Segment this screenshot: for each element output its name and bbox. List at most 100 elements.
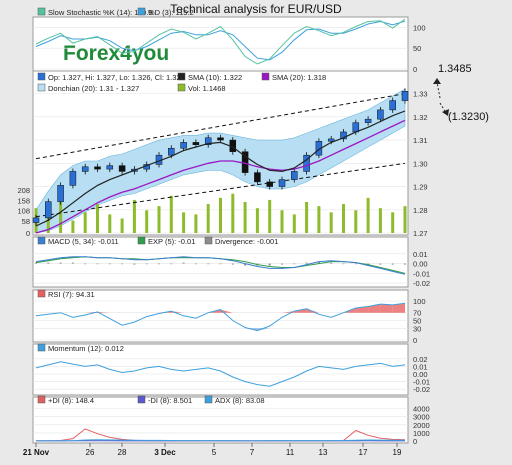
divergence-bar <box>35 262 37 264</box>
y-tick-label: 1.33 <box>413 90 428 99</box>
legend-swatch <box>37 395 46 404</box>
y-tick-label: 1.30 <box>413 159 428 168</box>
volume-bar <box>71 220 75 233</box>
y-tick-label: 0 <box>413 437 417 446</box>
y-tick-label: 50 <box>413 44 421 53</box>
legend-swatch <box>37 83 46 92</box>
adx-line <box>35 439 406 442</box>
volume-bar <box>378 208 382 233</box>
volume-bar <box>59 201 63 233</box>
volume-bar <box>206 204 210 233</box>
candle <box>81 166 89 172</box>
candle <box>340 131 347 140</box>
divergence-bar <box>158 263 160 265</box>
rsi-line <box>35 302 406 332</box>
volume-bar <box>182 212 186 233</box>
divergence-bar <box>71 262 74 264</box>
y-tick-label: 1.28 <box>413 206 428 215</box>
volume-bar <box>46 216 50 233</box>
y-tick-label: 100 <box>413 23 426 32</box>
candle <box>45 201 52 219</box>
candle <box>94 166 101 170</box>
rsi-panel <box>32 289 409 343</box>
forex4you-logo: Forex4you <box>54 36 184 67</box>
volume-bar <box>268 199 272 233</box>
adx-panel <box>32 396 409 444</box>
legend-swatch <box>37 289 46 298</box>
volume-bar <box>255 208 259 233</box>
y-tick-label: 1.27 <box>413 229 428 238</box>
legend-label: RSI (7): 94.31 <box>48 290 95 299</box>
divergence-bar <box>330 262 333 264</box>
legend-swatch <box>137 395 146 404</box>
legend-swatch <box>177 72 186 81</box>
momentum-line <box>35 361 406 387</box>
y-tick-label: 0.01 <box>413 250 428 259</box>
chart-title: Technical analysis for EUR/USD <box>170 2 342 16</box>
y-tick-label: -0.01 <box>413 269 430 278</box>
candle <box>217 137 224 141</box>
y-tick-label: -0.02 <box>413 385 430 394</box>
volume-bar <box>403 206 407 233</box>
momentum-panel <box>32 343 409 396</box>
legend-label: Momentum (12): 0.012 <box>48 344 124 353</box>
volume-bar <box>132 199 136 233</box>
x-tick-label: 28 <box>118 448 127 457</box>
y-tick-label: 100 <box>413 297 426 306</box>
volume-bar <box>96 204 99 233</box>
volume-tick-label: 58 <box>22 217 30 226</box>
candle <box>118 165 126 172</box>
divergence-bar <box>47 262 50 264</box>
y-tick-label: 1000 <box>413 429 430 438</box>
rsi-overbought-fill <box>97 311 110 313</box>
legend-swatch <box>177 83 186 92</box>
legend-label: Divergence: -0.001 <box>215 237 278 246</box>
x-tick-label: 5 <box>212 448 217 457</box>
candle <box>303 154 310 172</box>
candle <box>254 172 261 183</box>
divergence-bar <box>145 263 148 265</box>
volume-bar <box>305 201 309 233</box>
legend-label: SMA (10): 1.322 <box>188 73 242 82</box>
legend-swatch <box>37 7 46 16</box>
candle <box>278 179 286 187</box>
volume-bar <box>243 201 247 233</box>
volume-bar <box>120 218 124 233</box>
macd-line <box>35 256 406 275</box>
legend-swatch <box>137 236 146 245</box>
divergence-bar <box>244 263 247 266</box>
trend-channel-lower <box>35 162 406 218</box>
candle <box>377 109 384 120</box>
legend-label: ADX (8): 83.08 <box>215 396 265 405</box>
x-tick-label: 26 <box>86 448 95 457</box>
y-tick-label: 1.32 <box>413 113 428 122</box>
candle <box>364 118 372 123</box>
x-tick-label: 21 Nov <box>23 448 50 457</box>
divergence-bar <box>121 263 124 265</box>
divergence-bar <box>342 263 345 265</box>
legend-swatch <box>37 72 46 81</box>
divergence-bar <box>367 263 370 265</box>
legend-label: EXP (5): -0.01 <box>148 237 195 246</box>
y-tick-label: 50 <box>413 317 421 326</box>
candle <box>389 100 396 111</box>
y-tick-label: 4000 <box>413 405 430 414</box>
y-tick-label: -0.01 <box>413 378 430 387</box>
volume-tick-label: 108 <box>17 207 30 216</box>
divergence-bar <box>404 263 406 265</box>
volume-bar <box>354 210 358 233</box>
candle <box>32 217 40 223</box>
candle <box>180 142 187 149</box>
y-tick-label: 30 <box>413 324 421 333</box>
legend-swatch <box>204 395 213 404</box>
y-tick-label: 0.02 <box>413 355 428 364</box>
rsi-overbought-fill <box>392 303 405 313</box>
volume-bar <box>231 193 235 233</box>
legend-label: +DI (8): 148.4 <box>48 396 94 405</box>
volume-bar <box>219 197 222 233</box>
y-tick-label: 1.29 <box>413 183 428 192</box>
y-tick-label: 1.31 <box>413 136 428 145</box>
legend-label: %D (3): 115.2 <box>148 8 194 17</box>
volume-bar <box>391 212 395 233</box>
